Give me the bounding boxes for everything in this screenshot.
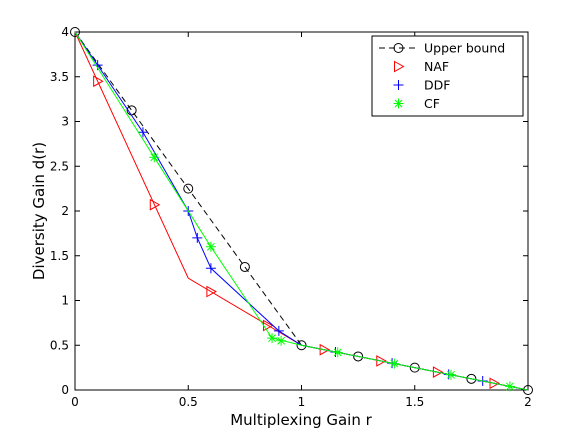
y-tick-label: 0.5: [50, 338, 69, 352]
legend-label: DDF: [424, 78, 450, 93]
y-axis-ticks: 0 0.5 1 1.5 2 2.5 3 3.5 4: [50, 25, 528, 397]
data-point-naf: [93, 75, 104, 88]
y-tick-label: 2.5: [50, 159, 69, 173]
legend-item-cf: CF: [393, 96, 440, 111]
data-point-cf: [205, 241, 216, 252]
data-point-naf: [376, 355, 387, 367]
x-tick-label: 1: [298, 395, 306, 409]
legend-item-naf: NAF: [394, 59, 449, 74]
x-tick-label: 2: [524, 395, 532, 409]
data-point-upper-bound: [183, 183, 194, 194]
data-point-ddf: [137, 127, 148, 138]
y-tick-label: 1.5: [50, 249, 69, 263]
x-tick-label: 0.5: [179, 395, 198, 409]
legend-marker-upper-bound: [393, 43, 404, 53]
y-tick-label: 0: [61, 383, 69, 397]
data-point-ddf: [205, 263, 216, 274]
data-point-ddf: [273, 325, 284, 336]
data-point-upper-bound: [296, 340, 307, 351]
data-point-cf: [332, 347, 343, 358]
data-point-naf: [319, 343, 331, 356]
data-point-upper-bound: [239, 261, 250, 272]
series-layer: [70, 27, 533, 395]
y-axis-label: Diversity Gain d(r): [30, 142, 48, 280]
y-tick-label: 2: [61, 204, 69, 218]
x-axis-ticks: 0 0.5 1 1.5 2: [71, 32, 532, 409]
y-tick-label: 1: [61, 294, 69, 308]
y-tick-label: 4: [61, 25, 69, 39]
data-point-ddf: [192, 232, 203, 243]
data-point-cf: [149, 152, 160, 163]
x-axis-label: Multiplexing Gain r: [230, 411, 372, 429]
data-point-cf: [276, 335, 287, 346]
y-tick-label: 3.5: [50, 70, 69, 84]
legend-label: Upper bound: [424, 41, 505, 56]
data-point-cf: [389, 358, 400, 369]
data-point-upper-bound: [466, 373, 477, 384]
data-point-cf: [267, 333, 278, 344]
x-tick-label: 0: [71, 395, 79, 409]
legend-item-upper-bound: Upper bound: [379, 41, 505, 56]
legend-marker-naf: [394, 60, 405, 73]
legend-box: [371, 35, 524, 117]
legend-marker-cf: [393, 98, 404, 109]
data-point-upper-bound: [409, 362, 420, 373]
data-point-upper-bound: [523, 385, 533, 395]
data-point-cf: [445, 369, 456, 380]
legend-marker-ddf: [393, 80, 404, 90]
data-point-upper-bound: [70, 27, 80, 37]
data-point-naf: [489, 377, 501, 390]
legend-item-ddf: DDF: [393, 78, 450, 93]
legend-label: CF: [424, 96, 440, 111]
legend: Upper bound NAF DDF CF: [371, 35, 524, 117]
data-point-naf: [206, 285, 217, 298]
data-point-cf: [504, 381, 515, 392]
data-point-upper-bound: [353, 351, 364, 362]
legend-label: NAF: [424, 59, 449, 74]
x-tick-label: 1.5: [405, 395, 424, 409]
y-tick-label: 3: [61, 115, 69, 129]
data-point-naf: [432, 366, 444, 378]
series-cf: [74, 31, 529, 392]
data-point-naf: [149, 198, 161, 211]
